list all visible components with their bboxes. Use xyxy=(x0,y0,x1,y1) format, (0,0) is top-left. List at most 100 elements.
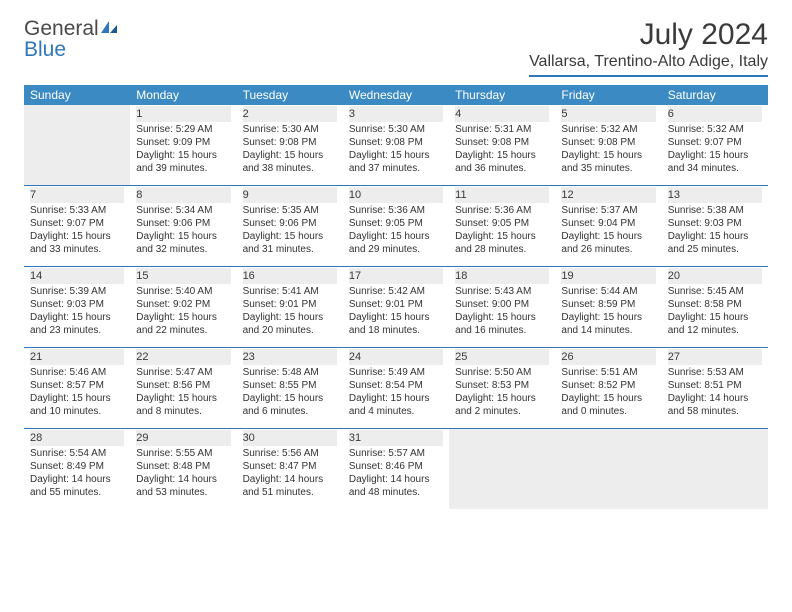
sunrise-text: Sunrise: 5:48 AM xyxy=(243,366,337,379)
day-cell: 14Sunrise: 5:39 AMSunset: 9:03 PMDayligh… xyxy=(24,267,130,347)
sunrise-text: Sunrise: 5:45 AM xyxy=(668,285,762,298)
dayhead-tue: Tuesday xyxy=(237,85,343,105)
dl1-text: Daylight: 15 hours xyxy=(668,149,762,162)
sunrise-text: Sunrise: 5:46 AM xyxy=(30,366,124,379)
dl2-text: and 14 minutes. xyxy=(561,324,655,337)
sunset-text: Sunset: 9:08 PM xyxy=(455,136,549,149)
day-number: 23 xyxy=(243,349,337,365)
day-cell: 25Sunrise: 5:50 AMSunset: 8:53 PMDayligh… xyxy=(449,348,555,428)
dl1-text: Daylight: 14 hours xyxy=(349,473,443,486)
day-cell: 4Sunrise: 5:31 AMSunset: 9:08 PMDaylight… xyxy=(449,105,555,185)
dl1-text: Daylight: 15 hours xyxy=(136,230,230,243)
header: GeneralBlue July 2024 Vallarsa, Trentino… xyxy=(24,18,768,77)
week-row: 28Sunrise: 5:54 AMSunset: 8:49 PMDayligh… xyxy=(24,428,768,509)
dl1-text: Daylight: 15 hours xyxy=(561,392,655,405)
dayhead-wed: Wednesday xyxy=(343,85,449,105)
dl2-text: and 55 minutes. xyxy=(30,486,124,499)
dl2-text: and 35 minutes. xyxy=(561,162,655,175)
dl1-text: Daylight: 15 hours xyxy=(243,392,337,405)
day-number: 3 xyxy=(349,106,443,122)
sunset-text: Sunset: 9:04 PM xyxy=(561,217,655,230)
dl2-text: and 29 minutes. xyxy=(349,243,443,256)
dayhead-sat: Saturday xyxy=(662,85,768,105)
sunset-text: Sunset: 8:55 PM xyxy=(243,379,337,392)
sunset-text: Sunset: 9:01 PM xyxy=(243,298,337,311)
day-number: 24 xyxy=(349,349,443,365)
sunset-text: Sunset: 8:54 PM xyxy=(349,379,443,392)
day-cell: 12Sunrise: 5:37 AMSunset: 9:04 PMDayligh… xyxy=(555,186,661,266)
day-number: 27 xyxy=(668,349,762,365)
dl2-text: and 34 minutes. xyxy=(668,162,762,175)
sunset-text: Sunset: 9:08 PM xyxy=(561,136,655,149)
day-cell: 3Sunrise: 5:30 AMSunset: 9:08 PMDaylight… xyxy=(343,105,449,185)
sunset-text: Sunset: 9:03 PM xyxy=(30,298,124,311)
sunset-text: Sunset: 8:53 PM xyxy=(455,379,549,392)
day-cell: 8Sunrise: 5:34 AMSunset: 9:06 PMDaylight… xyxy=(130,186,236,266)
sunset-text: Sunset: 9:05 PM xyxy=(455,217,549,230)
sunrise-text: Sunrise: 5:56 AM xyxy=(243,447,337,460)
day-number: 4 xyxy=(455,106,549,122)
sunrise-text: Sunrise: 5:30 AM xyxy=(243,123,337,136)
day-number: 10 xyxy=(349,187,443,203)
dl1-text: Daylight: 14 hours xyxy=(668,392,762,405)
day-cell: 19Sunrise: 5:44 AMSunset: 8:59 PMDayligh… xyxy=(555,267,661,347)
dl2-text: and 0 minutes. xyxy=(561,405,655,418)
day-cell xyxy=(24,105,130,185)
sunset-text: Sunset: 8:58 PM xyxy=(668,298,762,311)
day-cell: 31Sunrise: 5:57 AMSunset: 8:46 PMDayligh… xyxy=(343,429,449,509)
sunset-text: Sunset: 8:47 PM xyxy=(243,460,337,473)
dayhead-fri: Friday xyxy=(555,85,661,105)
sunrise-text: Sunrise: 5:40 AM xyxy=(136,285,230,298)
dl1-text: Daylight: 15 hours xyxy=(243,149,337,162)
day-cell: 28Sunrise: 5:54 AMSunset: 8:49 PMDayligh… xyxy=(24,429,130,509)
day-cell: 26Sunrise: 5:51 AMSunset: 8:52 PMDayligh… xyxy=(555,348,661,428)
sunset-text: Sunset: 9:08 PM xyxy=(349,136,443,149)
month-title: July 2024 xyxy=(529,18,768,51)
day-cell: 17Sunrise: 5:42 AMSunset: 9:01 PMDayligh… xyxy=(343,267,449,347)
day-number: 5 xyxy=(561,106,655,122)
day-cell: 21Sunrise: 5:46 AMSunset: 8:57 PMDayligh… xyxy=(24,348,130,428)
dayhead-sun: Sunday xyxy=(24,85,130,105)
dl1-text: Daylight: 15 hours xyxy=(668,311,762,324)
sunset-text: Sunset: 9:06 PM xyxy=(243,217,337,230)
sunset-text: Sunset: 8:57 PM xyxy=(30,379,124,392)
day-number: 29 xyxy=(136,430,230,446)
sunrise-text: Sunrise: 5:30 AM xyxy=(349,123,443,136)
dl1-text: Daylight: 14 hours xyxy=(243,473,337,486)
dl2-text: and 53 minutes. xyxy=(136,486,230,499)
dl1-text: Daylight: 15 hours xyxy=(30,311,124,324)
sunrise-text: Sunrise: 5:47 AM xyxy=(136,366,230,379)
location: Vallarsa, Trentino-Alto Adige, Italy xyxy=(529,53,768,77)
dl2-text: and 33 minutes. xyxy=(30,243,124,256)
dl2-text: and 48 minutes. xyxy=(349,486,443,499)
weekday-header: Sunday Monday Tuesday Wednesday Thursday… xyxy=(24,85,768,105)
day-number: 7 xyxy=(30,187,124,203)
day-cell: 18Sunrise: 5:43 AMSunset: 9:00 PMDayligh… xyxy=(449,267,555,347)
week-row: 7Sunrise: 5:33 AMSunset: 9:07 PMDaylight… xyxy=(24,185,768,266)
dl1-text: Daylight: 15 hours xyxy=(455,392,549,405)
logo-text: GeneralBlue xyxy=(24,18,119,60)
dl1-text: Daylight: 15 hours xyxy=(349,149,443,162)
day-number: 18 xyxy=(455,268,549,284)
logo: GeneralBlue xyxy=(24,18,119,60)
sunrise-text: Sunrise: 5:32 AM xyxy=(561,123,655,136)
sunset-text: Sunset: 9:02 PM xyxy=(136,298,230,311)
dl1-text: Daylight: 15 hours xyxy=(30,230,124,243)
logo-word1: General xyxy=(24,17,99,40)
sunrise-text: Sunrise: 5:29 AM xyxy=(136,123,230,136)
dl1-text: Daylight: 15 hours xyxy=(136,311,230,324)
day-number: 12 xyxy=(561,187,655,203)
day-number: 19 xyxy=(561,268,655,284)
dl2-text: and 8 minutes. xyxy=(136,405,230,418)
day-number xyxy=(455,430,549,446)
dl2-text: and 18 minutes. xyxy=(349,324,443,337)
dayhead-mon: Monday xyxy=(130,85,236,105)
dl1-text: Daylight: 15 hours xyxy=(349,311,443,324)
dl2-text: and 58 minutes. xyxy=(668,405,762,418)
day-cell: 24Sunrise: 5:49 AMSunset: 8:54 PMDayligh… xyxy=(343,348,449,428)
dl2-text: and 22 minutes. xyxy=(136,324,230,337)
sunrise-text: Sunrise: 5:39 AM xyxy=(30,285,124,298)
sunrise-text: Sunrise: 5:43 AM xyxy=(455,285,549,298)
sunrise-text: Sunrise: 5:49 AM xyxy=(349,366,443,379)
sunrise-text: Sunrise: 5:36 AM xyxy=(455,204,549,217)
